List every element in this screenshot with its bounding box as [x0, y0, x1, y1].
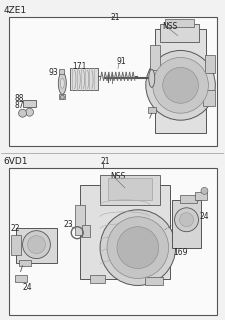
Bar — [148, 107, 156, 113]
Text: 169: 169 — [174, 248, 188, 257]
Circle shape — [146, 51, 215, 120]
Ellipse shape — [58, 72, 66, 94]
Bar — [165, 19, 194, 27]
Text: 88: 88 — [15, 94, 24, 103]
Text: 24: 24 — [199, 212, 209, 221]
Circle shape — [153, 58, 208, 113]
Text: 171: 171 — [72, 62, 87, 71]
Bar — [70, 68, 98, 90]
Bar — [180, 195, 198, 203]
Text: 91: 91 — [117, 58, 127, 67]
Bar — [15, 275, 27, 283]
Ellipse shape — [60, 78, 64, 88]
Circle shape — [22, 231, 50, 259]
Text: 22: 22 — [11, 224, 20, 233]
Bar — [75, 205, 85, 235]
Bar — [9, 168, 217, 315]
Bar — [172, 200, 201, 248]
Bar — [108, 178, 152, 200]
Bar — [205, 55, 215, 73]
Bar — [80, 185, 170, 279]
Circle shape — [201, 188, 208, 194]
Bar — [19, 260, 31, 266]
Bar — [59, 69, 64, 74]
Ellipse shape — [149, 69, 155, 87]
Text: NSS: NSS — [110, 172, 125, 181]
Bar — [155, 28, 206, 133]
Circle shape — [180, 213, 194, 227]
Bar — [150, 45, 160, 70]
Bar — [90, 276, 105, 284]
Bar — [11, 235, 20, 255]
Bar — [145, 277, 163, 285]
Text: 23: 23 — [63, 220, 73, 229]
Circle shape — [107, 217, 169, 278]
Text: 21: 21 — [100, 157, 110, 166]
Text: 21: 21 — [110, 13, 119, 22]
Bar — [100, 175, 160, 205]
Bar — [196, 192, 207, 200]
Text: 87: 87 — [15, 101, 24, 110]
Bar — [203, 90, 215, 106]
Bar — [82, 225, 90, 237]
Circle shape — [117, 227, 159, 268]
Circle shape — [19, 109, 27, 117]
Circle shape — [100, 210, 176, 285]
Bar — [16, 228, 57, 262]
Text: 93: 93 — [48, 68, 58, 77]
Text: 24: 24 — [22, 284, 32, 292]
Bar — [22, 100, 36, 107]
Circle shape — [163, 68, 198, 103]
Text: 4ZE1: 4ZE1 — [4, 6, 27, 15]
Circle shape — [60, 95, 64, 99]
Bar — [9, 17, 217, 146]
Bar — [160, 24, 199, 42]
Bar — [59, 94, 65, 99]
Text: 6VD1: 6VD1 — [4, 157, 28, 166]
Circle shape — [27, 236, 45, 253]
Circle shape — [175, 208, 198, 232]
Circle shape — [26, 108, 34, 116]
Text: NSS: NSS — [163, 22, 178, 31]
